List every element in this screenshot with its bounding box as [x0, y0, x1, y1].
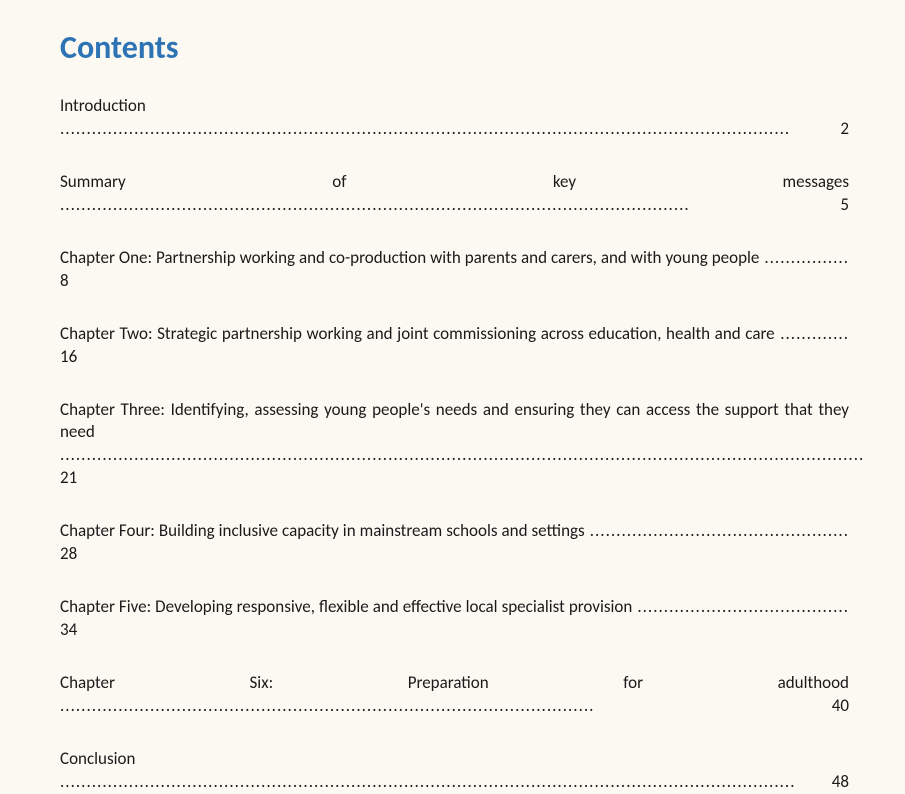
- toc-entry-title: Chapter Five: Developing responsive, fle…: [60, 596, 632, 617]
- toc-entry-page: 8: [60, 270, 69, 291]
- toc-entry-title: Conclusion: [60, 748, 135, 769]
- toc-entry: Summary of key messages ................…: [60, 171, 849, 217]
- toc-entry: Chapter Two: Strategic partnership worki…: [60, 323, 849, 369]
- toc-entry: Chapter One: Partnership working and co-…: [60, 247, 849, 293]
- toc-entry-title: Summary of key messages: [60, 171, 849, 192]
- toc-entry: Conclusion .............................…: [60, 748, 849, 794]
- toc-dot-leader: ........................................…: [60, 444, 864, 465]
- toc-dot-leader: ........................................…: [60, 695, 594, 716]
- toc-dot-leader: .............: [775, 323, 849, 344]
- toc-entry-title: Chapter Three: Identifying, assessing yo…: [60, 399, 849, 443]
- toc-dot-leader: ........................................…: [60, 771, 796, 792]
- toc-entry: Chapter Four: Building inclusive capacit…: [60, 520, 849, 566]
- toc-entry-page: 5: [690, 194, 849, 215]
- toc-entry: Chapter Six: Preparation for adulthood .…: [60, 672, 849, 718]
- toc-entry-page: 34: [60, 619, 77, 640]
- toc-entry-title: Chapter Six: Preparation for adulthood: [60, 672, 849, 693]
- toc-dot-leader: ........................................…: [60, 194, 690, 215]
- toc-entry-page: 48: [796, 771, 849, 792]
- toc-entry-title: Chapter Four: Building inclusive capacit…: [60, 520, 585, 541]
- toc-entry-title: Introduction: [60, 95, 146, 116]
- toc-entry: Introduction ...........................…: [60, 95, 849, 141]
- toc-dot-leader: ................: [759, 247, 849, 268]
- toc-entry-page: 28: [60, 543, 77, 564]
- toc-dot-leader: ........................................…: [585, 520, 849, 541]
- toc-entry-title: Chapter One: Partnership working and co-…: [60, 247, 759, 268]
- contents-heading: Contents: [60, 28, 849, 67]
- toc-entry: Chapter Five: Developing responsive, fle…: [60, 596, 849, 642]
- toc-entry-title: Chapter Two: Strategic partnership worki…: [60, 323, 775, 344]
- toc-entry-page: 16: [60, 346, 77, 367]
- toc-entry-page: 40: [594, 695, 849, 716]
- toc-entry: Chapter Three: Identifying, assessing yo…: [60, 399, 849, 491]
- toc-dot-leader: ........................................: [632, 596, 849, 617]
- table-of-contents: Introduction ...........................…: [60, 95, 849, 794]
- toc-entry-page: 2: [790, 118, 849, 139]
- toc-dot-leader: ........................................…: [60, 118, 790, 139]
- toc-entry-page: 21: [60, 467, 77, 488]
